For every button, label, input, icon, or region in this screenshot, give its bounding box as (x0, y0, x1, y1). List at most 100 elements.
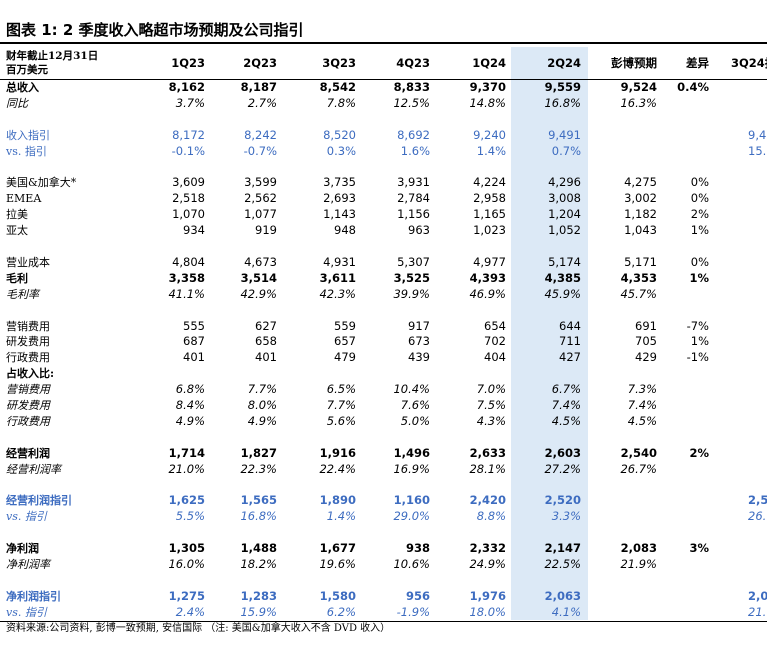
cell: 1,052 (548, 223, 581, 238)
column-header: 1Q24 (472, 56, 506, 70)
cell: 917 (408, 318, 430, 333)
row-label: vs. 指引 (6, 605, 47, 619)
cell: 45.9% (544, 286, 581, 301)
cell: 9,524 (620, 80, 657, 94)
cell: 2,520 (544, 493, 581, 508)
cell: 24.9% (469, 557, 506, 571)
row-label: 研发费用 (6, 399, 50, 412)
cell: 1,204 (548, 207, 581, 222)
title-rule (0, 42, 767, 44)
cell: 6.7% (551, 382, 581, 397)
cell: 4,353 (620, 270, 657, 285)
cell: 673 (408, 334, 430, 349)
cell: 8,162 (168, 80, 205, 94)
cell: 12.5% (393, 95, 430, 110)
cell: 1,496 (393, 445, 430, 460)
row-label: 收入指引 (6, 128, 50, 142)
cell: 16.8% (240, 509, 277, 524)
cell: 5,171 (624, 254, 657, 269)
cell: 8,692 (397, 127, 430, 142)
cell: 555 (183, 318, 205, 333)
cell: 1,565 (240, 493, 277, 508)
row-label: 行政费用 (6, 414, 50, 428)
column-header: 差异 (686, 56, 709, 70)
cell: 39.9% (393, 286, 430, 301)
cell: 9,559 (544, 80, 581, 94)
cell: 2% (690, 207, 709, 222)
cell: 2,633 (469, 445, 506, 460)
cell: 4.3% (476, 413, 506, 428)
cell: 1,827 (240, 445, 277, 460)
cell: 29.0% (393, 509, 430, 524)
column-header: 4Q23 (396, 56, 430, 70)
cell: -0.7% (243, 143, 277, 158)
cell: 16.8% (544, 95, 581, 110)
cell: 1,488 (240, 541, 277, 556)
cell: 8,833 (393, 80, 430, 94)
unit-label: 百万美元 (6, 64, 48, 76)
cell: 4.9% (247, 413, 277, 428)
cell: 934 (183, 223, 205, 238)
row-label: 美国&加拿大* (6, 176, 77, 190)
cell: 9,4 (748, 127, 767, 142)
cell: -7% (686, 318, 709, 333)
row-label: 净利润 (6, 542, 39, 556)
cell: 6.2% (326, 604, 356, 619)
cell: 919 (255, 223, 277, 238)
cell: 7.7% (326, 398, 356, 412)
row-label: vs. 指引 (6, 510, 47, 524)
cell: 21. (748, 604, 767, 619)
row-label: 行政费用 (6, 351, 50, 365)
cell: 948 (334, 223, 356, 238)
cell: 559 (334, 318, 356, 333)
row-label: 总收入 (6, 81, 39, 94)
cell: 5.5% (175, 509, 205, 524)
row-label: 拉美 (6, 208, 28, 222)
cell: 7.7% (247, 382, 277, 397)
cell: 2% (689, 445, 709, 460)
row-label: 净利润率 (6, 558, 50, 571)
cell: 41.1% (168, 286, 205, 301)
cell: 4,224 (473, 175, 506, 190)
row-label: 经营利润 (6, 446, 50, 460)
cell: 0.3% (326, 143, 356, 158)
cell: 2,518 (172, 191, 205, 206)
cell: 3,611 (319, 270, 356, 285)
cell: 15. (748, 143, 767, 158)
cell: 3.7% (175, 95, 205, 110)
cell: 3,609 (172, 175, 205, 190)
cell: 2,540 (620, 445, 657, 460)
cell: 644 (559, 318, 581, 333)
cell: 404 (484, 350, 506, 365)
cell: 1,916 (319, 445, 356, 460)
cell: 0.7% (551, 143, 581, 158)
cell: 2,0 (748, 588, 767, 603)
row-label: 净利润指引 (6, 589, 61, 603)
cell: 4,296 (548, 175, 581, 190)
cell: 8.0% (247, 398, 277, 412)
cell: 1,077 (244, 207, 277, 222)
cell: 26. (748, 509, 767, 524)
cell: 429 (635, 350, 657, 365)
cell: 21.9% (620, 557, 657, 571)
cell: 4,931 (323, 254, 356, 269)
cell: 0% (690, 175, 709, 190)
cell: 1,165 (473, 207, 506, 222)
cell: 7.4% (627, 398, 657, 412)
cell: 1,283 (240, 588, 277, 603)
cell: 1.6% (400, 143, 430, 158)
row-label: 经营利润指引 (6, 494, 72, 508)
cell: 1,143 (323, 207, 356, 222)
cell: 1,070 (172, 207, 205, 222)
cell: 8.8% (476, 509, 506, 524)
row-label: 亚太 (6, 224, 28, 238)
column-header: 3Q24指 (731, 56, 767, 70)
cell: 7.6% (400, 398, 430, 412)
cell: 2,562 (244, 191, 277, 206)
cell: 3,514 (240, 270, 277, 285)
cell: 705 (635, 334, 657, 349)
cell: 1,023 (473, 223, 506, 238)
cell: 1,890 (319, 493, 356, 508)
cell: 401 (255, 350, 277, 365)
